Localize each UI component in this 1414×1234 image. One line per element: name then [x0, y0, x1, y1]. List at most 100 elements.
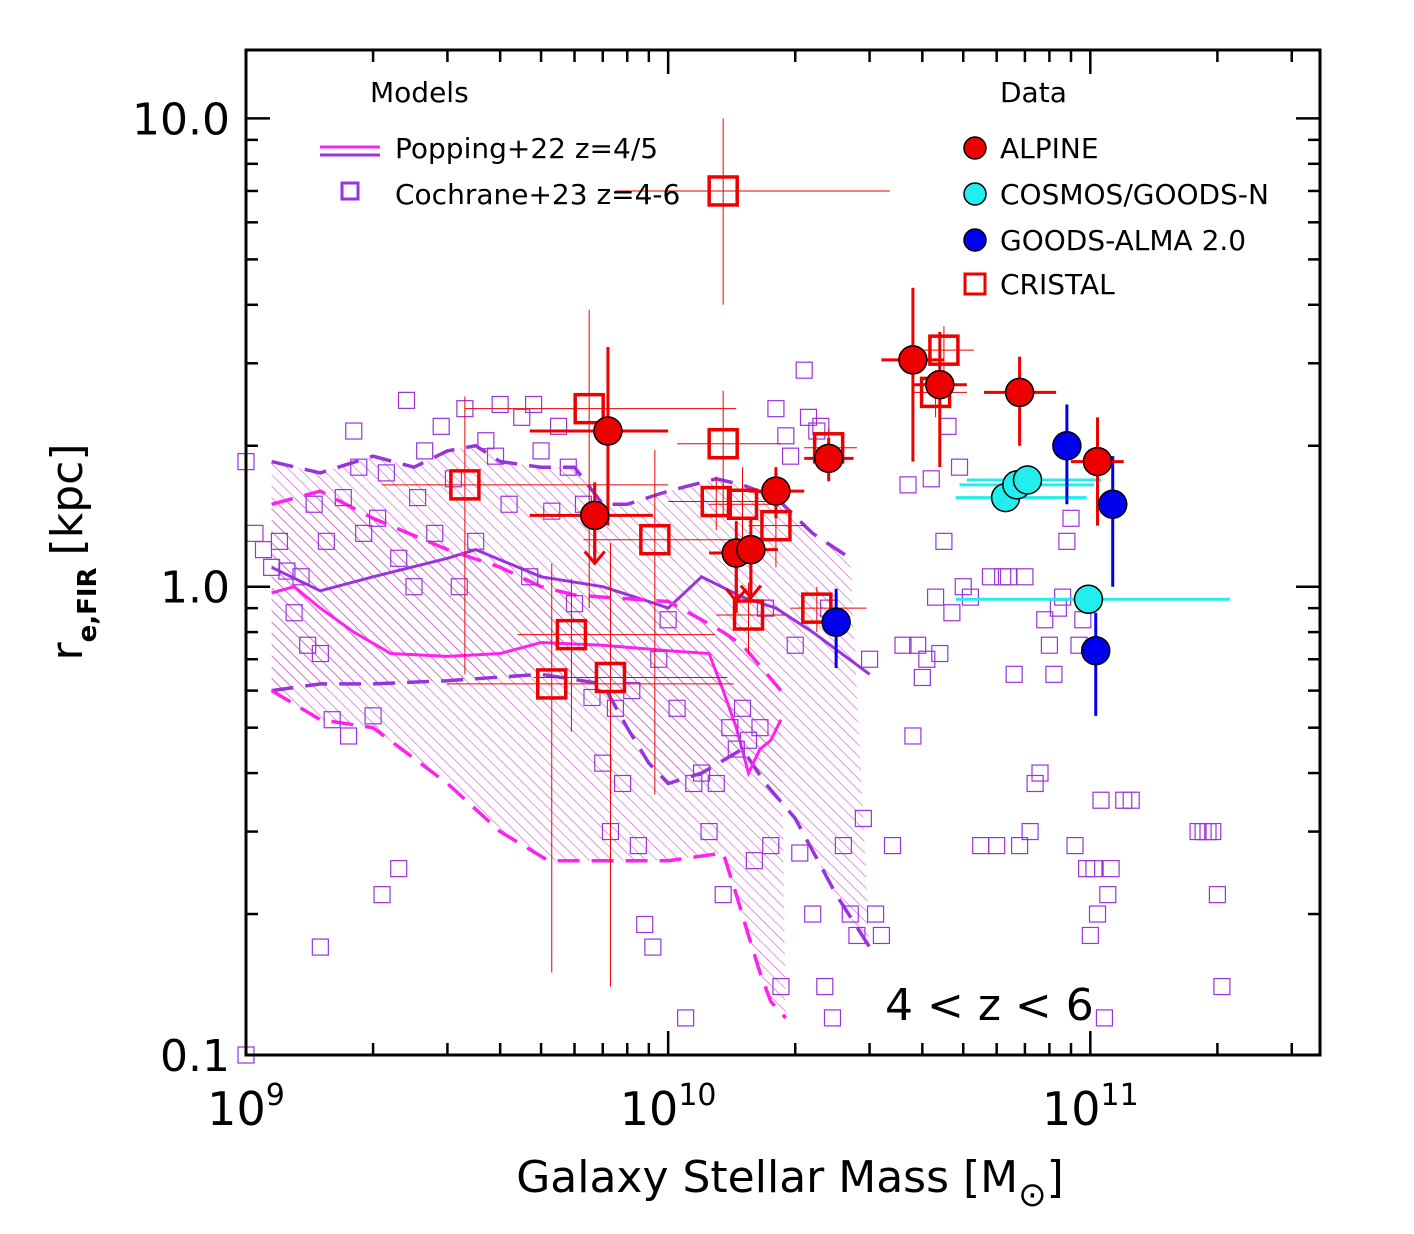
simulation-point	[606, 699, 625, 717]
model-upper-dashed-line	[271, 489, 783, 692]
simulation-point	[292, 568, 310, 586]
simulation-point	[373, 886, 391, 904]
simulation-point	[317, 532, 335, 550]
simulation-point	[786, 636, 804, 654]
simulation-point	[334, 488, 352, 507]
cristal-point	[760, 509, 792, 542]
alpine-point	[1004, 377, 1035, 408]
simulation-point	[988, 837, 1006, 855]
simulation-point	[390, 860, 408, 878]
simulation-point	[1099, 886, 1117, 904]
simulation-point	[812, 417, 830, 435]
simulation-point	[636, 915, 654, 934]
simulation-point	[543, 502, 561, 520]
legend-cristal-marker	[963, 272, 987, 296]
simulation-point	[1199, 822, 1217, 841]
simulation-point	[999, 568, 1018, 586]
simulation-point	[739, 731, 758, 749]
simulation-point	[931, 644, 949, 663]
y-axis-label: re,FIR [kpc]	[42, 444, 103, 661]
simulation-point	[756, 599, 775, 617]
cristal-point	[707, 175, 739, 207]
legend-alpine-marker	[963, 136, 987, 160]
simulation-point	[486, 447, 505, 465]
simulation-point	[278, 562, 296, 580]
legend-cosmos-label: COSMOS/GOODS-N	[1000, 178, 1269, 211]
simulation-point	[491, 395, 509, 414]
simulation-point	[1062, 509, 1080, 527]
y-axis-label-sub: e,FIR	[73, 567, 103, 642]
simulation-point	[943, 604, 961, 622]
simulation-point	[777, 427, 795, 445]
simulation-point	[872, 926, 891, 945]
simulation-point	[692, 764, 711, 782]
simulation-point	[364, 707, 382, 725]
observation-points	[449, 175, 1128, 700]
simulation-point	[922, 470, 940, 488]
simulation-point	[583, 688, 601, 707]
cristal-point	[801, 592, 833, 624]
y-tick-label: 10.0	[132, 94, 230, 145]
simulation-point	[854, 809, 872, 828]
legend-cristal-label: CRISTAL	[1000, 268, 1115, 301]
simulation-point	[1194, 822, 1212, 841]
simulation-point	[1036, 611, 1054, 629]
legend-cochrane-marker	[340, 181, 360, 201]
simulation-point	[246, 524, 264, 542]
simulation-point	[532, 442, 550, 460]
x-tick-label-base: 10	[1042, 1082, 1101, 1136]
simulation-point	[629, 837, 647, 855]
legend-goods-alma-marker	[963, 228, 987, 252]
alpine-point	[736, 534, 766, 565]
model-band-hatch	[271, 491, 786, 1018]
simulation-point	[823, 1009, 842, 1027]
simulation-point	[733, 699, 752, 717]
simulation-point	[377, 464, 395, 482]
legend-alpine-label: ALPINE	[1000, 132, 1099, 165]
model-bands	[271, 445, 870, 1018]
simulation-point	[762, 837, 780, 855]
simulation-point	[416, 442, 434, 460]
simulation-point	[350, 458, 368, 476]
simulation-point	[1074, 611, 1092, 629]
simulation-point	[791, 844, 809, 862]
simulation-point	[305, 495, 323, 513]
simulation-point	[834, 837, 852, 855]
simulation-point	[899, 476, 917, 494]
simulation-point	[254, 541, 273, 559]
cristal-point	[726, 488, 759, 521]
simulation-point	[1026, 774, 1044, 793]
simulation-point	[804, 905, 822, 923]
simulation-point	[397, 391, 416, 409]
model-lower-dashed-line	[271, 672, 872, 949]
simulation-point	[1078, 860, 1096, 878]
axis-ticks	[244, 50, 1320, 1057]
cristal-point	[732, 599, 765, 631]
simulation-point	[477, 432, 495, 450]
alpine-point	[1082, 446, 1113, 477]
simulation-point	[926, 588, 945, 606]
cristal-point	[639, 523, 671, 556]
simulation-point	[285, 604, 303, 622]
simulation-point	[668, 699, 686, 717]
simulation-point	[549, 417, 568, 435]
simulation-point	[816, 977, 834, 996]
y-tick-label: 0.1	[160, 1031, 230, 1082]
simulation-point	[426, 524, 444, 542]
x-axis-label-text: Galaxy Stellar Mass [M	[516, 1152, 1018, 1203]
x-tick-label-exponent: 10	[678, 1078, 716, 1113]
simulation-point	[954, 578, 972, 596]
simulation-point	[405, 578, 423, 596]
cristal-point	[536, 668, 568, 700]
upper-limit-arrow-head	[583, 550, 606, 566]
simulation-point	[659, 611, 677, 629]
redshift-annotation: 4 < z < 6	[885, 980, 1094, 1031]
alpine-point	[813, 443, 844, 474]
alpine-point	[761, 476, 791, 506]
simulation-point	[559, 458, 577, 476]
simulation-point	[1208, 886, 1226, 904]
simulation-point	[1011, 837, 1029, 855]
simulation-point	[524, 395, 543, 414]
alpine-point	[925, 369, 955, 400]
cristal-point	[707, 427, 739, 460]
